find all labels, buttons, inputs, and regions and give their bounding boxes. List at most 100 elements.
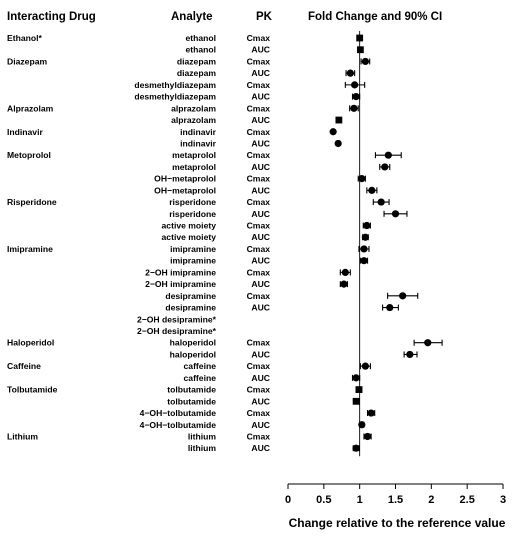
- analyte-label: diazepam: [177, 56, 217, 66]
- header-pk: PK: [256, 11, 273, 23]
- x-tick-label: 3: [500, 494, 506, 506]
- estimate-point: [356, 34, 364, 42]
- x-tick-label: 0: [285, 494, 291, 506]
- table-row: 2−OH imipramine AUC: [145, 279, 349, 289]
- analyte-label: tolbutamide: [167, 385, 216, 395]
- analyte-label: risperidone: [169, 209, 216, 219]
- table-row: active moiety AUC: [162, 232, 369, 242]
- table-row: risperidone AUC: [169, 209, 408, 219]
- pk-label: Cmax: [247, 80, 271, 90]
- table-row: Haloperidol haloperidol Cmax: [7, 338, 443, 348]
- estimate-point: [334, 139, 342, 148]
- drug-label: Haloperidol: [7, 338, 54, 348]
- estimate-point: [399, 292, 407, 300]
- pk-label: AUC: [251, 162, 270, 172]
- estimate-point: [363, 432, 372, 441]
- pk-label: AUC: [251, 232, 270, 242]
- drug-label: Caffeine: [7, 361, 41, 371]
- table-row: 2−OH desipramine*: [137, 326, 217, 336]
- drug-label: Ethanol*: [7, 33, 43, 43]
- analyte-label: haloperidol: [170, 338, 216, 348]
- analyte-label: 2−OH imipramine: [145, 279, 216, 289]
- table-row: Metoprolol metaprolol Cmax: [7, 150, 402, 160]
- table-row: desipramine Cmax: [165, 291, 419, 301]
- drug-label: Lithium: [7, 431, 38, 441]
- table-row: Lithium lithium Cmax: [7, 431, 372, 441]
- estimate-point: [352, 397, 360, 405]
- estimate-point: [329, 128, 337, 136]
- table-row: 2−OH desipramine*: [137, 314, 217, 324]
- pk-label: AUC: [251, 256, 270, 266]
- analyte-label: alprazolam: [171, 103, 216, 113]
- pk-label: AUC: [251, 209, 270, 219]
- table-row: Diazepam diazepam Cmax: [7, 56, 371, 66]
- analyte-label: 2−OH imipramine: [145, 267, 216, 277]
- table-row: indinavir AUC: [180, 138, 342, 148]
- analyte-label: imipramine: [170, 256, 216, 266]
- analyte-label: OH−metaprolol: [154, 174, 216, 184]
- table-row: tolbutamide AUC: [167, 396, 360, 406]
- table-row: Alprazolam alprazolam Cmax: [7, 103, 359, 113]
- drug-label: Tolbutamide: [7, 385, 58, 395]
- table-row: Risperidone risperidone Cmax: [7, 197, 390, 207]
- estimate-point: [406, 350, 414, 359]
- drug-label: Indinavir: [7, 127, 43, 137]
- pk-label: AUC: [251, 373, 270, 383]
- estimate-point: [361, 233, 369, 241]
- analyte-label: ethanol: [185, 45, 216, 55]
- x-tick-label: 1.5: [388, 494, 403, 506]
- table-row: Indinavir indinavir Cmax: [7, 127, 337, 137]
- analyte-label: 4−OH−tolbutamide: [140, 420, 217, 430]
- analyte-label: 2−OH desipramine*: [137, 314, 217, 324]
- analyte-label: metaprolol: [172, 162, 216, 172]
- analyte-label: metaprolol: [172, 150, 216, 160]
- drug-label: Alprazolam: [7, 103, 54, 113]
- table-row: metaprolol AUC: [172, 162, 391, 172]
- pk-label: AUC: [251, 138, 270, 148]
- analyte-label: imipramine: [170, 244, 216, 254]
- header-interacting-drug: Interacting Drug: [7, 11, 96, 23]
- pk-label: Cmax: [247, 33, 271, 43]
- estimate-point: [391, 210, 400, 218]
- table-row: desmethyldiazepam AUC: [134, 92, 361, 102]
- pk-label: Cmax: [247, 221, 271, 231]
- estimate-point: [352, 374, 360, 382]
- table-row: OH−metaprolol AUC: [154, 185, 378, 195]
- x-axis-label: Change relative to the reference value: [289, 516, 506, 530]
- table-row: active moiety Cmax: [162, 221, 371, 231]
- estimate-point: [341, 268, 349, 276]
- analyte-label: lithium: [188, 443, 217, 453]
- pk-label: AUC: [251, 396, 270, 406]
- analyte-label: ethanol: [185, 33, 216, 43]
- table-row: lithium AUC: [188, 443, 360, 453]
- pk-label: Cmax: [247, 174, 271, 184]
- header-analyte: Analyte: [171, 11, 213, 23]
- analyte-label: OH−metaprolol: [154, 185, 216, 195]
- analyte-label: active moiety: [162, 232, 217, 242]
- pk-label: AUC: [251, 185, 270, 195]
- pk-label: Cmax: [247, 150, 271, 160]
- pk-label: Cmax: [247, 431, 271, 441]
- estimate-point: [424, 339, 432, 347]
- drug-label: Risperidone: [7, 197, 57, 207]
- estimate-point: [358, 175, 366, 183]
- x-tick-label: 2: [428, 494, 434, 506]
- estimate-point: [355, 386, 363, 393]
- table-row: Ethanol* ethanol Cmax: [7, 33, 364, 43]
- analyte-label: caffeine: [184, 361, 217, 371]
- drug-label: Metoprolol: [7, 150, 51, 160]
- estimate-point: [384, 151, 392, 159]
- estimate-point: [381, 163, 389, 171]
- analyte-label: desmethyldiazepam: [134, 92, 216, 102]
- estimate-point: [360, 245, 368, 253]
- analyte-label: risperidone: [169, 197, 216, 207]
- table-row: 2−OH imipramine Cmax: [145, 267, 351, 277]
- estimate-point: [368, 186, 376, 194]
- estimate-point: [361, 57, 369, 66]
- table-row: haloperidol AUC: [170, 349, 418, 359]
- pk-label: Cmax: [247, 56, 271, 66]
- analyte-label: haloperidol: [170, 349, 216, 359]
- analyte-label: desipramine: [165, 291, 216, 301]
- estimate-point: [386, 303, 394, 312]
- analyte-label: diazepam: [177, 68, 217, 78]
